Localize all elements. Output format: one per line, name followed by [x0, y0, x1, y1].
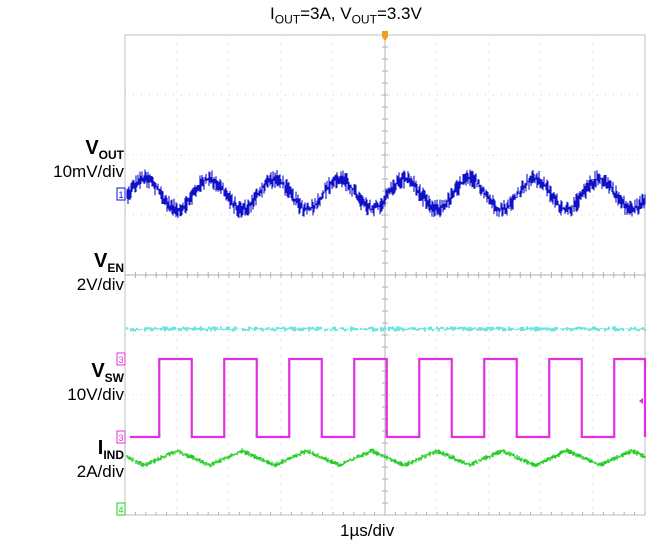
channel-level-marker-label: 1	[118, 190, 123, 200]
channel-level-marker-label: 3	[118, 433, 123, 443]
plot-grid	[124, 34, 646, 516]
channel-level-marker	[116, 502, 126, 516]
channel-level-marker-label: 3	[118, 355, 123, 365]
right-edge-marker	[639, 398, 643, 404]
channel-label-vout: VOUT 10mV/div	[53, 137, 124, 182]
channel-level-marker	[116, 430, 126, 444]
x-axis-label: 1µs/div	[340, 521, 395, 540]
trigger-marker	[382, 31, 388, 41]
channel-label-vsw: VSW 10V/div	[67, 360, 124, 405]
channel-level-marker	[116, 187, 126, 201]
trace-v-sw	[130, 357, 647, 439]
channel-level-marker-label: 4	[118, 505, 123, 515]
chart-title: IOUT=3A, VOUT=3.3V	[270, 4, 422, 27]
trace-i-ind	[126, 448, 646, 468]
trace-v-en	[126, 326, 646, 332]
plot-markers: 1 3 3 4	[116, 31, 643, 516]
trace-v-out	[126, 169, 646, 219]
channel-label-iind: IIND 2A/div	[76, 437, 124, 482]
channel-label-ven: VEN 2V/div	[76, 250, 124, 295]
plot-traces	[126, 169, 647, 468]
channel-level-marker	[116, 352, 126, 366]
